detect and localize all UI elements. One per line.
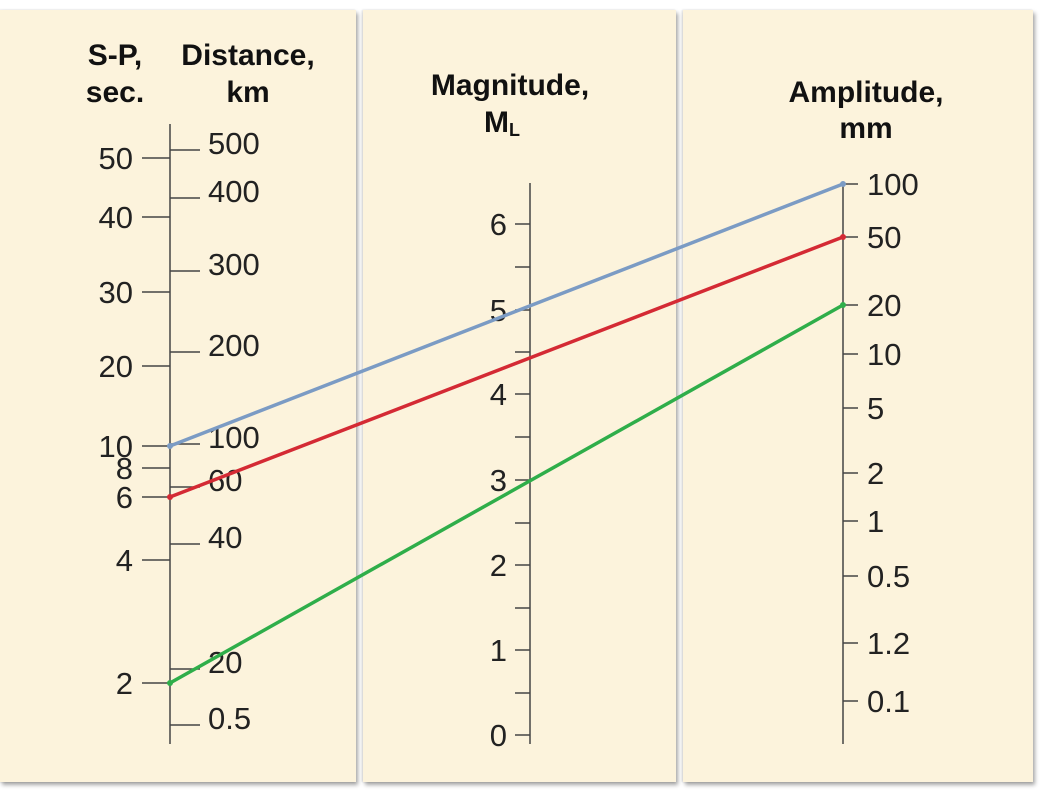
- green-line: [169, 303, 844, 685]
- magnitude-tick-label: 2: [490, 548, 507, 583]
- sp-tick-label: 20: [99, 349, 133, 384]
- magnitude-tick-label: 3: [490, 463, 507, 498]
- blue-line-endpoint: [167, 443, 173, 449]
- sp-tick-label: 40: [99, 200, 133, 235]
- distance-tick-label: 500: [208, 126, 260, 161]
- distance-tick-label: 100: [208, 420, 260, 455]
- sp-tick-label: 50: [99, 141, 133, 176]
- amplitude-header-line1: Amplitude,: [789, 76, 944, 109]
- distance-tick-label: 200: [208, 328, 260, 363]
- amplitude-tick-label: 2: [867, 456, 884, 491]
- magnitude-tick-label: 5: [490, 293, 507, 328]
- distance-tick-label: 0.5: [208, 701, 251, 736]
- distance-header-line2: km: [226, 76, 269, 109]
- distance-header-line1: Distance,: [181, 39, 314, 72]
- magnitude-header-line2: ML: [484, 106, 520, 140]
- amplitude-tick-label: 10: [867, 337, 901, 372]
- amplitude-tick-label: 100: [867, 167, 919, 202]
- distance-tick-label: 400: [208, 174, 260, 209]
- magnitude-panel: [363, 10, 676, 782]
- sp-tick-label: 4: [116, 543, 133, 578]
- amplitude-tick-label: 1: [867, 504, 884, 539]
- sp-tick-label: 6: [116, 480, 133, 515]
- red-line-endpoint: [840, 234, 846, 240]
- distance-tick-label: 300: [208, 247, 260, 282]
- sp-header-line1: S-P,: [88, 39, 142, 72]
- magnitude-header-line1: Magnitude,: [431, 69, 589, 102]
- amplitude-tick-label: 5: [867, 391, 884, 426]
- blue-line: [169, 182, 844, 448]
- magnitude-tick-label: 0: [490, 718, 507, 753]
- red-line-endpoint: [167, 494, 173, 500]
- distance-tick-label: 40: [208, 520, 242, 555]
- sp-tick-label: 10: [99, 429, 133, 464]
- amplitude-tick-label: 0.5: [867, 559, 910, 594]
- amplitude-panel: [683, 10, 1033, 782]
- red-line: [169, 235, 844, 499]
- green-line-endpoint: [167, 680, 173, 686]
- magnitude-subscript: L: [509, 120, 520, 140]
- amplitude-tick-label: 50: [867, 220, 901, 255]
- sp-header-line2: sec.: [86, 76, 144, 109]
- magnitude-tick-label: 4: [490, 377, 507, 412]
- magnitude-symbol: M: [484, 106, 509, 139]
- green-line-endpoint: [840, 302, 846, 308]
- amplitude-tick-label: 20: [867, 288, 901, 323]
- amplitude-header-line2: mm: [839, 112, 892, 145]
- magnitude-tick-label: 1: [490, 633, 507, 668]
- magnitude-tick-label: 6: [490, 207, 507, 242]
- sp-tick-label: 30: [99, 275, 133, 310]
- sp-tick-label: 8: [116, 451, 133, 486]
- blue-line-endpoint: [840, 181, 846, 187]
- amplitude-tick-label: 1.2: [867, 626, 910, 661]
- amplitude-tick-label: 0.1: [867, 684, 910, 719]
- sp-tick-label: 2: [116, 666, 133, 701]
